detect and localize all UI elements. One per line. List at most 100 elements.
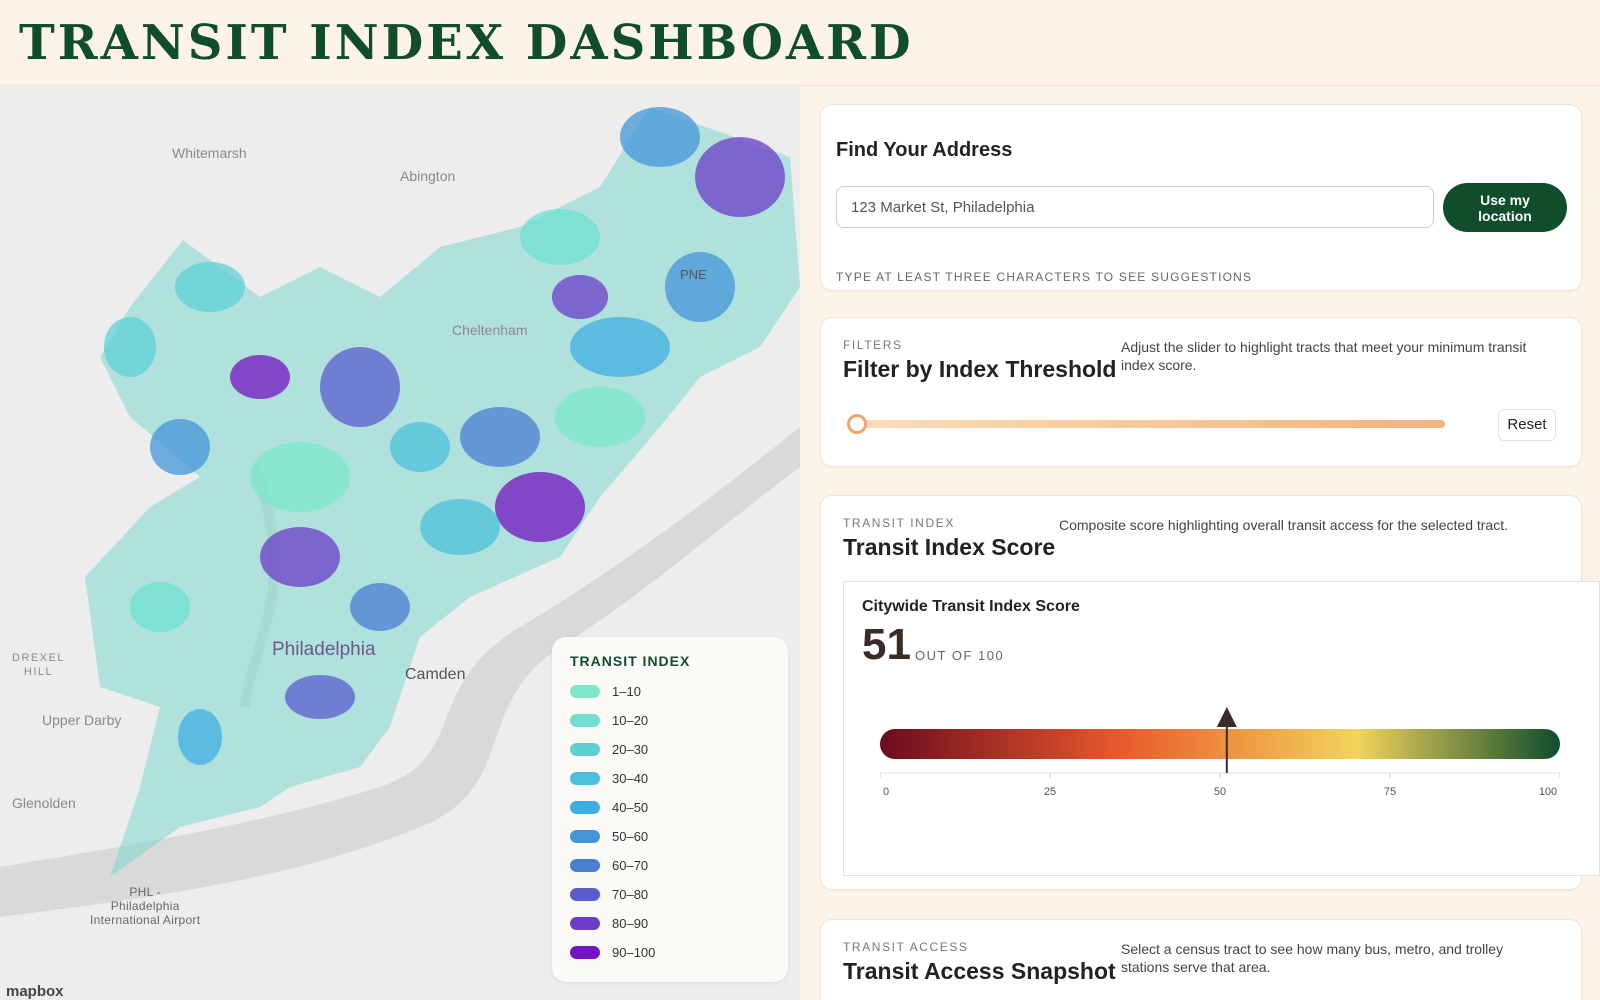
filter-card: FILTERS Filter by Index Threshold Adjust… <box>820 317 1582 467</box>
place-label-drexel-hill: DREXEL HILL <box>12 652 66 678</box>
map-base <box>0 87 800 1000</box>
legend-swatch <box>570 714 600 727</box>
legend-swatch <box>570 917 600 930</box>
place-label-glenolden: Glenolden <box>12 795 76 811</box>
legend-item: 1–10 <box>570 677 770 706</box>
address-hint: TYPE AT LEAST THREE CHARACTERS TO SEE SU… <box>836 270 1253 284</box>
legend-swatch <box>570 772 600 785</box>
legend-swatch <box>570 830 600 843</box>
tract-region[interactable] <box>520 209 600 265</box>
tract-region[interactable] <box>285 675 355 719</box>
legend-item: 30–40 <box>570 764 770 793</box>
tract-region[interactable] <box>150 419 210 475</box>
tract-layer <box>85 107 800 877</box>
tract-region[interactable] <box>420 499 500 555</box>
tract-region[interactable] <box>230 355 290 399</box>
gauge-marker <box>1216 707 1237 773</box>
place-label-pne: PNE <box>680 267 707 282</box>
score-panel: Citywide Transit Index Score 51 OUT OF 1… <box>843 581 1600 876</box>
legend-label: 70–80 <box>612 887 649 902</box>
legend-label: 20–30 <box>612 742 649 757</box>
tract-blobs <box>104 107 785 765</box>
gauge-bar <box>880 729 1560 759</box>
address-card: Find Your Address Use my location TYPE A… <box>820 104 1582 291</box>
address-title: Find Your Address <box>836 139 1013 161</box>
legend-swatch <box>570 801 600 814</box>
legend-item: 80–90 <box>570 909 770 938</box>
place-label-abington: Abington <box>400 168 456 184</box>
threshold-slider-thumb[interactable] <box>847 414 867 434</box>
score-title: Transit Index Score <box>843 534 1056 560</box>
tract-region[interactable] <box>350 583 410 631</box>
place-label-camden: Camden <box>405 666 466 683</box>
score-eyebrow: TRANSIT INDEX <box>843 516 955 530</box>
tract-region[interactable] <box>555 387 645 447</box>
gauge-tick-label: 25 <box>1044 786 1056 798</box>
place-label-whitemarsh: Whitemarsh <box>172 145 247 161</box>
tract-region[interactable] <box>175 262 245 312</box>
map[interactable]: Whitemarsh Abington Cheltenham PNE DREXE… <box>0 87 800 1000</box>
threshold-slider-track[interactable] <box>859 420 1445 428</box>
legend-label: 50–60 <box>612 829 649 844</box>
score-panel-title: Citywide Transit Index Score <box>862 598 1080 615</box>
access-eyebrow: TRANSIT ACCESS <box>843 940 969 954</box>
tract-region[interactable] <box>178 709 222 765</box>
header: TRANSIT INDEX DASHBOARD <box>0 0 1600 86</box>
use-my-location-button[interactable]: Use my location <box>1443 183 1567 232</box>
reset-button[interactable]: Reset <box>1498 409 1556 441</box>
legend-label: 60–70 <box>612 858 649 873</box>
filter-eyebrow: FILTERS <box>843 338 903 352</box>
gauge-pointer <box>1216 707 1237 727</box>
gauge-tick-label: 0 <box>883 786 889 798</box>
score-gauge: 0 25 50 75 100 <box>880 707 1560 798</box>
legend-label: 1–10 <box>612 684 641 699</box>
place-label-airport: PHL - Philadelphia International Airport <box>90 885 201 927</box>
score-value: 51 <box>862 620 911 669</box>
tract-region[interactable] <box>495 472 585 542</box>
tract-region[interactable] <box>250 442 350 512</box>
tract-region[interactable] <box>552 275 608 319</box>
legend-label: 30–40 <box>612 771 649 786</box>
address-input[interactable] <box>836 186 1434 228</box>
map-legend: TRANSIT INDEX 1–10 10–20 20–30 30–40 40–50 50… <box>552 637 788 982</box>
legend-list: 1–10 10–20 20–30 30–40 40–50 50–60 60–70 70–80 8… <box>570 677 770 967</box>
legend-swatch <box>570 743 600 756</box>
mapbox-logo: mapbox <box>6 983 64 1000</box>
filter-description: Adjust the slider to highlight tracts th… <box>1121 339 1527 373</box>
legend-item: 60–70 <box>570 851 770 880</box>
tract-region[interactable] <box>620 107 700 167</box>
gauge-tick-label: 75 <box>1384 786 1396 798</box>
side-panel: Find Your Address Use my location TYPE A… <box>800 87 1600 1000</box>
legend-item: 20–30 <box>570 735 770 764</box>
tract-region[interactable] <box>260 527 340 587</box>
tract-region[interactable] <box>695 137 785 217</box>
score-card: TRANSIT INDEX Transit Index Score Compos… <box>820 495 1600 890</box>
tract-region[interactable] <box>390 422 450 472</box>
tract-region[interactable] <box>570 317 670 377</box>
place-label-philadelphia: Philadelphia <box>272 639 376 660</box>
tract-region[interactable] <box>665 252 735 322</box>
score-out-of: OUT OF 100 <box>915 648 1005 663</box>
tract-region[interactable] <box>320 347 400 427</box>
tract-region[interactable] <box>104 317 156 377</box>
place-label-cheltenham: Cheltenham <box>452 322 528 338</box>
legend-item: 90–100 <box>570 938 770 967</box>
tract-region[interactable] <box>130 582 190 632</box>
access-description: Select a census tract to see how many bu… <box>1121 941 1504 975</box>
legend-swatch <box>570 859 600 872</box>
legend-title: TRANSIT INDEX <box>570 653 691 669</box>
legend-label: 90–100 <box>612 945 656 960</box>
place-label-upper-darby: Upper Darby <box>42 712 122 728</box>
river <box>0 427 800 917</box>
legend-item: 70–80 <box>570 880 770 909</box>
legend-item: 10–20 <box>570 706 770 735</box>
legend-label: 80–90 <box>612 916 649 931</box>
filter-title: Filter by Index Threshold <box>843 356 1117 382</box>
gauge-tick-label: 50 <box>1214 786 1226 798</box>
page-title: TRANSIT INDEX DASHBOARD <box>19 15 914 71</box>
gauge-ticks: 0 25 50 75 100 <box>880 773 1560 798</box>
access-card: TRANSIT ACCESS Transit Access Snapshot S… <box>820 919 1582 1000</box>
legend-swatch <box>570 888 600 901</box>
legend-item: 40–50 <box>570 793 770 822</box>
tract-region[interactable] <box>460 407 540 467</box>
